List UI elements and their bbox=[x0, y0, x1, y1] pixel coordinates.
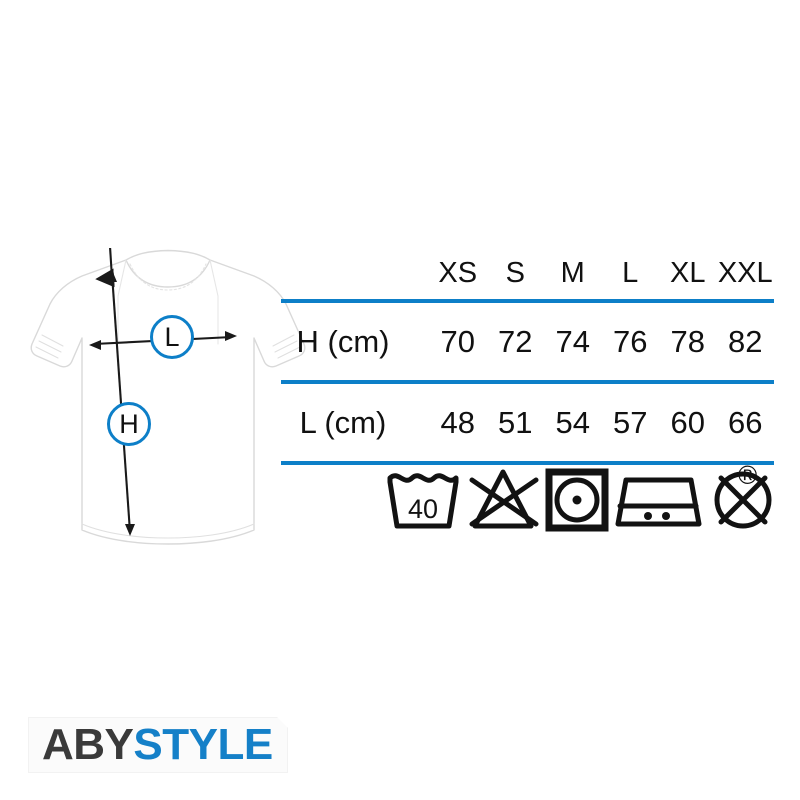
brand-name-secondary: STYLE bbox=[133, 720, 273, 769]
length-xs: 48 bbox=[440, 404, 475, 440]
care-symbols-row: 40 bbox=[386, 462, 776, 540]
svg-text:40: 40 bbox=[408, 494, 438, 524]
size-header-corner bbox=[281, 250, 429, 299]
width-measure-label: L bbox=[164, 321, 180, 352]
length-xl: 60 bbox=[670, 404, 705, 440]
width-measure-badge: L bbox=[150, 315, 194, 359]
brand-logo-text: ABYSTYLE bbox=[42, 723, 273, 767]
table-rule-bottom bbox=[281, 461, 774, 465]
height-xxl: 82 bbox=[728, 323, 763, 359]
table-row-height: H (cm) 70 72 74 76 78 82 bbox=[281, 303, 774, 380]
size-header-xxl: XXL bbox=[717, 257, 773, 289]
size-header-xs: XS bbox=[438, 257, 478, 289]
do-not-bleach-icon bbox=[469, 469, 539, 529]
wash-40-icon: 40 bbox=[387, 473, 459, 529]
size-header-m: M bbox=[560, 257, 585, 289]
height-arrow-line bbox=[79, 248, 115, 288]
table-rule-middle bbox=[281, 380, 774, 384]
size-table: XS S M L XL XXL H (cm) 70 72 74 76 bbox=[281, 250, 774, 465]
do-not-dry-clean-icon bbox=[714, 471, 772, 529]
length-m: 54 bbox=[555, 404, 590, 440]
height-xs: 70 bbox=[440, 323, 475, 359]
table-row-length: L (cm) 48 51 54 57 60 66 bbox=[281, 384, 774, 461]
table-rule-middle-row bbox=[281, 380, 774, 384]
iron-two-dots-icon bbox=[615, 477, 702, 527]
tumble-dry-low-icon bbox=[545, 468, 609, 532]
height-measure-label: H bbox=[119, 408, 139, 439]
brand-logo: ABYSTYLE bbox=[28, 717, 288, 773]
height-m: 74 bbox=[555, 323, 590, 359]
size-header-s: S bbox=[505, 257, 525, 289]
height-xl: 78 bbox=[670, 323, 705, 359]
size-header-l: L bbox=[622, 257, 639, 289]
height-s: 72 bbox=[498, 323, 533, 359]
table-rule-bottom-row bbox=[281, 461, 774, 465]
height-l: 76 bbox=[613, 323, 648, 359]
brand-name-primary: ABY bbox=[42, 720, 134, 769]
size-header-xl: XL bbox=[670, 257, 706, 289]
tshirt-diagram bbox=[18, 248, 318, 548]
length-s: 51 bbox=[498, 404, 533, 440]
length-l: 57 bbox=[613, 404, 648, 440]
registered-trademark-icon: ® bbox=[738, 460, 758, 490]
size-table-grid: XS S M L XL XXL H (cm) 70 72 74 76 bbox=[281, 250, 774, 465]
brand-logo-plate bbox=[28, 717, 288, 773]
table-rule-top bbox=[281, 299, 774, 303]
row-label-height: H (cm) bbox=[296, 323, 390, 359]
length-xxl: 66 bbox=[728, 404, 763, 440]
size-header-row: XS S M L XL XXL bbox=[281, 250, 774, 299]
height-measure-badge: H bbox=[107, 402, 151, 446]
row-label-length: L (cm) bbox=[299, 404, 387, 440]
table-rule-top-row bbox=[281, 299, 774, 303]
